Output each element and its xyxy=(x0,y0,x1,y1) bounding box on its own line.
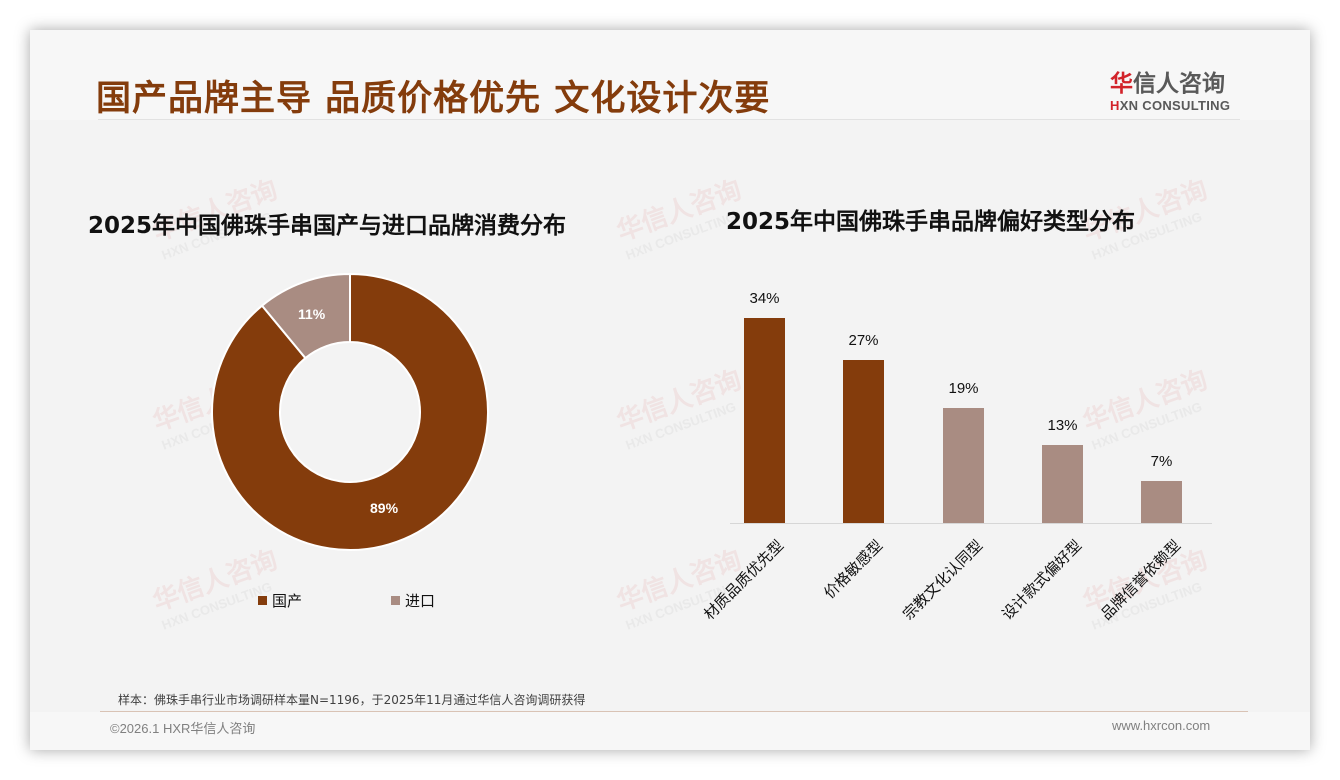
legend-swatch-imported xyxy=(391,596,400,605)
x-tick-label: 材质品质优先型 xyxy=(699,536,787,624)
logo-english: HXN CONSULTING xyxy=(1110,98,1240,113)
slide: 国产品牌主导 品质价格优先 文化设计次要 华信人咨询 HXN CONSULTIN… xyxy=(30,30,1310,750)
bar-value-label: 27% xyxy=(848,332,879,350)
x-axis-line xyxy=(730,523,1212,524)
donut-slice xyxy=(260,272,351,360)
legend-item-domestic: 国产 xyxy=(258,590,302,611)
bar-price-sensitive xyxy=(843,360,884,523)
donut-slice xyxy=(211,272,489,551)
x-tick-label: 设计款式偏好型 xyxy=(997,536,1085,624)
slice-label-domestic: 89% xyxy=(370,500,399,516)
logo-en-rest: XN CONSULTING xyxy=(1119,98,1231,113)
sample-note: 样本：佛珠手串行业市场调研样本量N=1196，于2025年11月通过华信人咨询调… xyxy=(118,693,586,707)
x-tick-label: 价格敏感型 xyxy=(819,536,886,603)
header-divider xyxy=(98,119,1240,120)
x-tick-label: 品牌信誉依赖型 xyxy=(1096,536,1184,624)
bar-value-label: 34% xyxy=(749,290,780,307)
logo-en-first: H xyxy=(1110,98,1120,113)
logo-hua-char: 华 xyxy=(1110,71,1133,97)
donut-svg xyxy=(211,272,489,551)
legend-label-imported: 进口 xyxy=(405,593,436,610)
donut-chart: 89% 11% xyxy=(210,272,490,552)
page-title: 国产品牌主导 品质价格优先 文化设计次要 xyxy=(96,79,771,119)
x-tick-label: 宗教文化认同型 xyxy=(898,536,986,624)
legend-swatch-domestic xyxy=(258,596,267,605)
header-band xyxy=(30,30,1310,120)
footer-band xyxy=(30,712,1310,750)
bar-design-style xyxy=(1042,444,1083,523)
logo-chinese: 华信人咨询 xyxy=(1110,64,1240,98)
website-link[interactable]: www.hxrcon.com xyxy=(1112,718,1211,733)
legend-label-domestic: 国产 xyxy=(272,593,303,610)
footer-divider xyxy=(100,711,1248,712)
bar-value-label: 7% xyxy=(1150,452,1173,470)
company-logo: 华信人咨询 HXN CONSULTING xyxy=(1110,64,1240,113)
bar-value-label: 13% xyxy=(1047,416,1078,434)
bar-religious-culture xyxy=(943,408,984,523)
bar-value-label: 19% xyxy=(948,380,979,398)
copyright-text: ©2026.1 HXR华信人咨询 xyxy=(110,721,256,736)
logo-cn-rest: 信人咨询 xyxy=(1133,71,1225,97)
donut-chart-title: 2025年中国佛珠手串国产与进口品牌消费分布 xyxy=(88,213,567,239)
bar-material-quality xyxy=(744,318,785,523)
slice-label-imported: 11% xyxy=(298,306,326,322)
bar-brand-reputation xyxy=(1141,480,1182,523)
legend-item-imported: 进口 xyxy=(391,590,435,611)
bar-chart-title: 2025年中国佛珠手串品牌偏好类型分布 xyxy=(726,209,1136,235)
